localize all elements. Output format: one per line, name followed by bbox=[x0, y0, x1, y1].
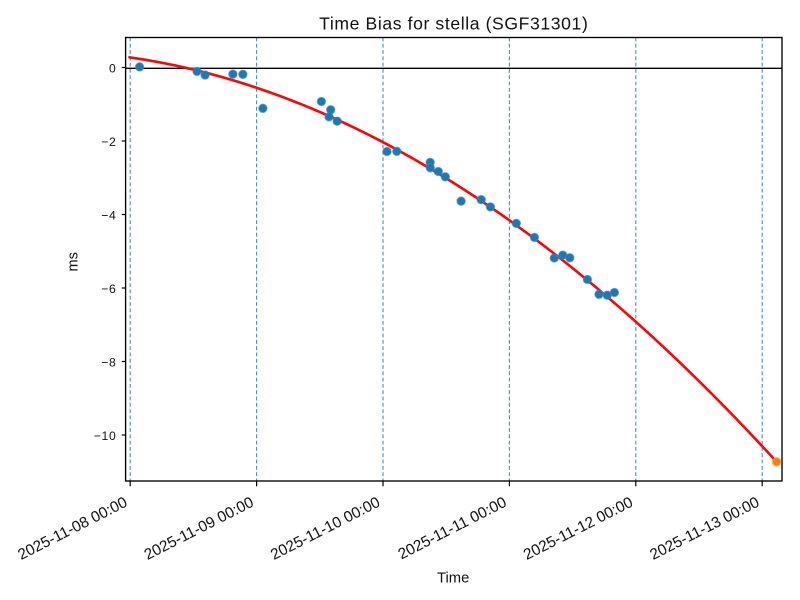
svg-text:−10: −10 bbox=[94, 429, 117, 443]
svg-text:−4: −4 bbox=[101, 209, 116, 223]
svg-text:−6: −6 bbox=[101, 282, 116, 296]
svg-text:ms: ms bbox=[66, 252, 82, 271]
svg-text:Time Bias for stella (SGF31301: Time Bias for stella (SGF31301) bbox=[319, 13, 588, 33]
svg-text:0: 0 bbox=[109, 62, 116, 76]
svg-text:Time: Time bbox=[437, 570, 469, 586]
svg-text:−8: −8 bbox=[101, 356, 116, 370]
svg-text:−2: −2 bbox=[101, 135, 116, 149]
